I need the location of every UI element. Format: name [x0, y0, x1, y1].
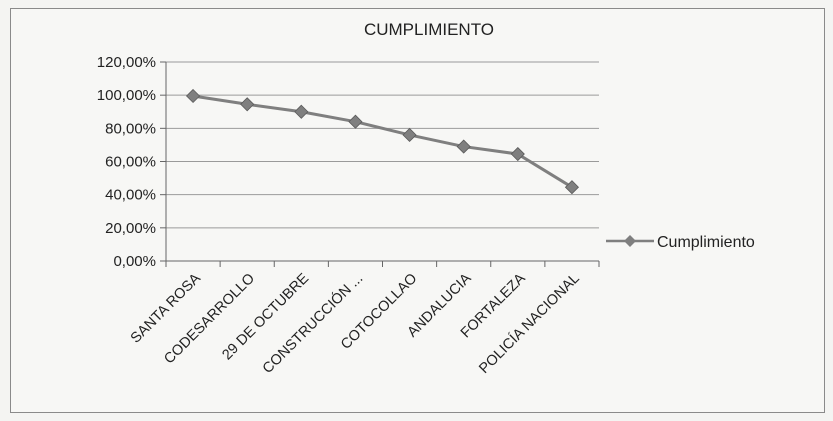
y-tick-label: 120,00% [97, 54, 156, 71]
line-chart: CUMPLIMIENTO 0,00% 20,00% 40,00% 60,00% 80,0… [97, 20, 755, 377]
legend: Cumplimiento [606, 234, 755, 251]
series-line [192, 94, 573, 189]
data-point-marker [402, 127, 417, 143]
y-tick-label: 0,00% [113, 253, 156, 270]
data-point-marker [240, 97, 255, 112]
y-tick-label: 80,00% [105, 120, 156, 137]
data-point-marker [456, 139, 471, 154]
x-category-label: CONSTRUCCIÓN ... [259, 270, 366, 377]
y-tick-label: 20,00% [105, 220, 156, 237]
legend-marker [624, 235, 636, 247]
chart-title: CUMPLIMIENTO [364, 20, 494, 39]
legend-label: Cumplimiento [657, 234, 755, 251]
y-tick-label: 100,00% [97, 87, 156, 104]
data-point-marker [564, 180, 580, 195]
y-tick-labels: 0,00% 20,00% 40,00% 60,00% 80,00% 100,00% 120,… [97, 54, 156, 270]
y-tick-label: 60,00% [105, 154, 156, 171]
data-point-marker [294, 104, 309, 119]
data-point-marker [185, 88, 201, 104]
gridlines [166, 61, 599, 229]
y-tick-label: 40,00% [105, 187, 156, 204]
x-category-label: POLICÍA NACIONAL [476, 270, 583, 377]
series-layer [185, 88, 580, 195]
x-category-label: CODESARROLLO [161, 271, 258, 368]
axes [160, 61, 600, 267]
data-point-marker [348, 114, 363, 129]
data-point-marker [510, 146, 525, 162]
chart-frame: CUMPLIMIENTO 0,00% 20,00% 40,00% 60,00% 80,0… [10, 8, 825, 413]
